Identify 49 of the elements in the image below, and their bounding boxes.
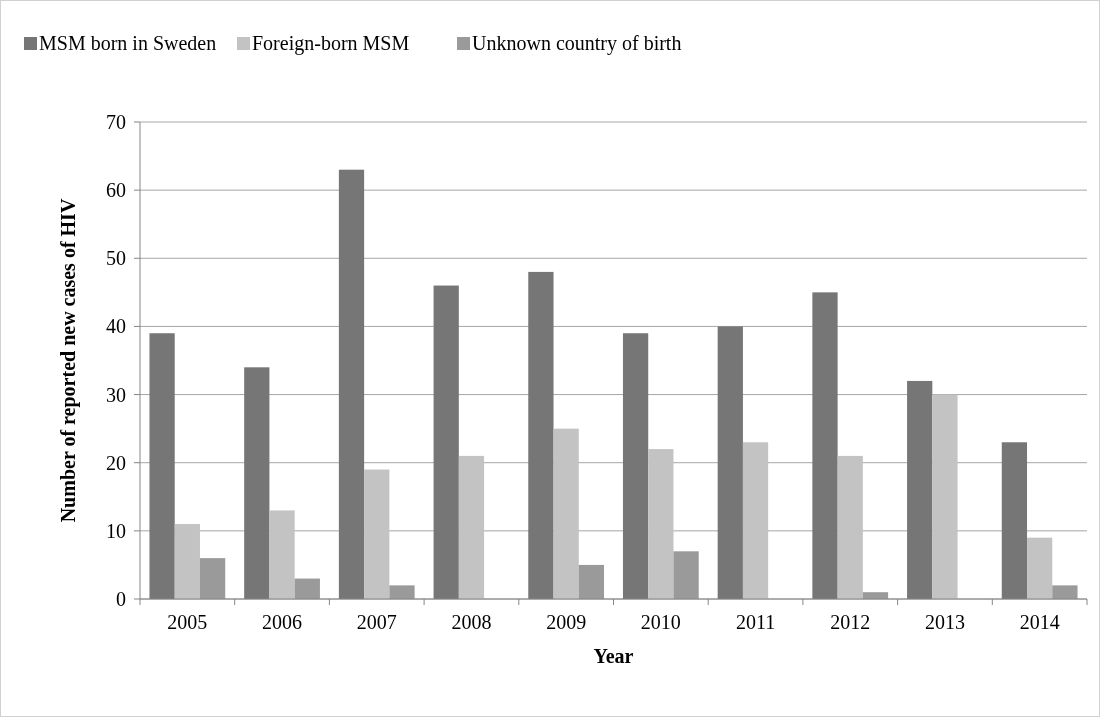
bar <box>433 285 459 599</box>
x-tick-label: 2008 <box>451 611 492 633</box>
x-tick-label: 2007 <box>356 611 397 633</box>
x-tick-label: 2005 <box>167 611 208 633</box>
bar <box>578 564 605 599</box>
y-tick-label: 70 <box>106 111 126 133</box>
bar <box>622 333 649 599</box>
x-tick-label: 2014 <box>1019 611 1060 633</box>
y-tick-label: 10 <box>106 519 126 542</box>
bar <box>294 578 320 599</box>
x-tick-label: 2010 <box>640 611 681 633</box>
bar <box>907 380 933 599</box>
y-tick-label: 50 <box>106 247 126 270</box>
y-axis-title: Number of reported new cases of HIV <box>57 198 80 523</box>
bar <box>269 510 295 599</box>
bar <box>932 394 958 599</box>
bar <box>1027 537 1053 599</box>
x-tick-label: 2012 <box>830 611 871 633</box>
bar <box>149 333 175 599</box>
legend-label: Foreign-born MSM <box>252 32 410 55</box>
legend-label: Unknown country of birth <box>472 32 682 55</box>
x-axis-title: Year <box>593 645 634 667</box>
bar <box>553 428 579 599</box>
bar <box>244 367 270 599</box>
bar <box>717 326 743 599</box>
x-tick-label: 2009 <box>546 611 587 633</box>
y-tick-label: 20 <box>106 451 126 474</box>
y-tick-label: 60 <box>106 179 126 202</box>
bar <box>648 449 674 599</box>
bar <box>1052 585 1078 599</box>
bar <box>174 524 200 599</box>
bar <box>389 585 415 599</box>
bar <box>812 292 838 599</box>
legend-label: MSM born in Sweden <box>39 32 217 54</box>
x-tick-label: 2006 <box>262 611 303 633</box>
bar <box>338 169 365 599</box>
y-tick-label: 30 <box>106 383 126 406</box>
bar <box>673 551 699 599</box>
bar <box>837 455 863 599</box>
bar <box>528 271 554 599</box>
bar <box>199 558 226 599</box>
y-tick-label: 40 <box>106 315 126 338</box>
bar <box>1001 442 1028 599</box>
bar <box>458 455 485 599</box>
y-tick-label: 0 <box>116 588 126 610</box>
x-tick-label: 2011 <box>735 611 776 633</box>
bar <box>364 469 390 599</box>
bar <box>742 442 769 599</box>
x-tick-label: 2013 <box>924 611 965 633</box>
